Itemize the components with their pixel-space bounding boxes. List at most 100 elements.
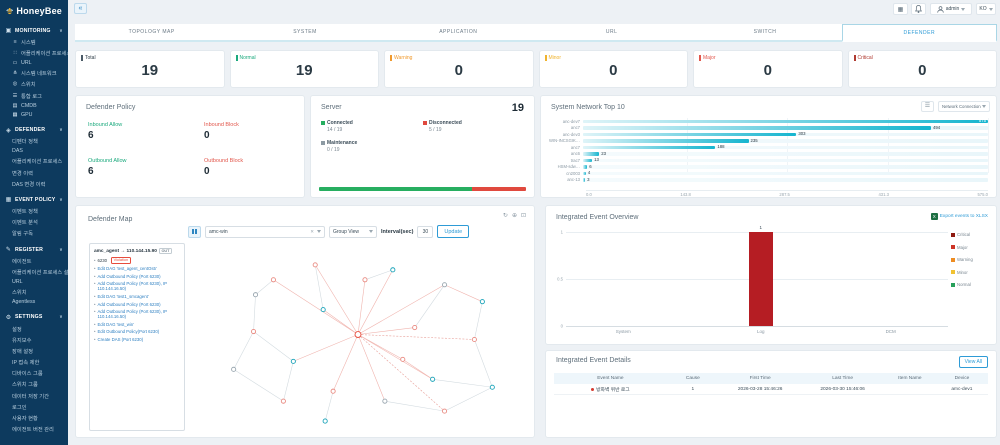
sidebar-item-1-0[interactable]: 디펜더 정책 [0, 136, 68, 147]
tab-defender[interactable]: DEFENDER [841, 24, 997, 42]
graph-node[interactable] [400, 356, 406, 362]
tab-topology-map[interactable]: TOPOLOGY MAP [128, 29, 175, 35]
agent-policy-item[interactable]: • Edit DAG 'test_win' [94, 322, 180, 327]
sidebar-item-4-8[interactable]: 사용자 현황 [0, 412, 68, 423]
graph-node[interactable] [320, 307, 326, 313]
sidebar-item-0-1[interactable]: ∷ 어플리케이션 프로세스 [0, 47, 68, 58]
graph-node[interactable] [231, 366, 237, 372]
export-xlsx-link[interactable]: X Export events to XLSX [930, 213, 988, 220]
sidebar-item-4-3[interactable]: IP 접속 제한 [0, 357, 68, 368]
notifications-button[interactable] [911, 3, 926, 15]
pause-button[interactable] [188, 225, 201, 238]
agent-policy-item[interactable]: • 6230 Violation [94, 256, 180, 264]
agent-policy-item[interactable]: • Edit DAG 'test1_smcagent' [94, 294, 180, 299]
table-row[interactable]: 방화벽 위반 로그 1 2026-03-28 15:46:26 2026-03-30 … [554, 384, 988, 395]
view-all-button[interactable]: View All [958, 356, 988, 368]
graph-edge [384, 400, 445, 412]
sidebar-section-header-event-policy[interactable]: ▦ EVENT POLICY ∨ [0, 194, 68, 205]
sidebar-item-4-2[interactable]: 장애 설정 [0, 345, 68, 356]
graph-node[interactable] [354, 331, 362, 338]
graph-node[interactable] [390, 267, 396, 273]
sidebar-item-4-7[interactable]: 로그인 [0, 401, 68, 412]
metric-select[interactable]: Network Connection [938, 101, 990, 112]
tab-switch[interactable]: SWITCH [753, 29, 777, 35]
sidebar-item-0-0[interactable]: ≡ 시스템 [0, 36, 68, 47]
collapse-sidebar-button[interactable]: « [74, 3, 87, 14]
graph-node[interactable] [412, 325, 418, 331]
agent-policy-item[interactable]: • Add Outbound Policy (Port 6230) [94, 302, 180, 307]
chart-menu-button[interactable]: ☰ [921, 101, 934, 112]
sidebar-item-0-3[interactable]: ⋔ 시스템 네트워크 [0, 68, 68, 79]
sidebar-item-3-4[interactable]: Agentless [0, 298, 68, 307]
sidebar-section-header-register[interactable]: ✎ REGISTER ∨ [0, 244, 68, 255]
network-topology-graph[interactable] [188, 240, 528, 434]
fullscreen-icon[interactable]: ⊡ [520, 213, 526, 219]
graph-node[interactable] [252, 292, 259, 298]
sidebar-item-0-4[interactable]: ◎ 스위치 [0, 79, 68, 90]
graph-node[interactable] [430, 376, 436, 382]
agent-policy-item[interactable]: • Edit DAG 'test_agent_centOs5' [94, 266, 180, 271]
graph-node[interactable] [270, 277, 276, 283]
agent-select[interactable]: amc-win ✕ [205, 225, 325, 238]
agent-policy-item[interactable]: • Add Outbound Policy (Port 6230), IP 110… [94, 309, 180, 319]
graph-node[interactable] [442, 282, 448, 288]
sidebar-item-4-5[interactable]: 스위치 그룹 [0, 379, 68, 390]
graph-node[interactable] [280, 398, 286, 404]
user-menu[interactable]: admin [930, 3, 972, 15]
zoom-icon[interactable]: ⊕ [511, 213, 517, 219]
sidebar-item-0-5[interactable]: ☰ 통합 로그 [0, 90, 68, 101]
graph-node[interactable] [312, 262, 318, 268]
agent-policy-item[interactable]: • Create DAS (Port 6230) [94, 337, 180, 342]
sidebar-item-3-0[interactable]: 에이전트 [0, 255, 68, 266]
sidebar-item-2-0[interactable]: 이벤트 정책 [0, 205, 68, 216]
legend-swatch [951, 257, 955, 262]
sidebar-item-3-2[interactable]: URL [0, 277, 68, 286]
sidebar-item-4-9[interactable]: 에이전트 버전 관리 [0, 424, 68, 435]
group-view-select[interactable]: Group View [329, 225, 377, 238]
tab-url[interactable]: URL [605, 29, 618, 35]
sidebar-item-3-1[interactable]: 어플리케이션 프로세스 설정 [0, 266, 68, 277]
graph-node[interactable] [322, 418, 328, 424]
graph-node[interactable] [471, 336, 477, 343]
bullet-icon: • [94, 293, 96, 299]
tab-application[interactable]: APPLICATION [439, 29, 478, 35]
sidebar-section-defender: ◈ DEFENDER ∨ 디펜더 정책 DAS 어플리케이션 프로세스 변경 이력 DAS 변… [0, 125, 68, 190]
graph-node[interactable] [251, 328, 257, 335]
interval-input[interactable] [417, 225, 434, 238]
sidebar-item-4-6[interactable]: 데이터 저장 기간 [0, 390, 68, 401]
sidebar-item-0-2[interactable]: ▭ URL [0, 58, 68, 67]
graph-node[interactable] [290, 358, 296, 364]
sidebar-item-1-3[interactable]: 변경 이력 [0, 167, 68, 178]
language-menu[interactable]: KO [976, 3, 996, 15]
refresh-icon[interactable]: ↻ [502, 213, 508, 219]
sidebar-item-0-6[interactable]: ▤ CMDB [0, 101, 68, 110]
graph-node[interactable] [382, 398, 388, 404]
sidebar-item-4-1[interactable]: 유지보수 [0, 334, 68, 345]
sidebar-section-header-defender[interactable]: ◈ DEFENDER ∨ [0, 125, 68, 136]
graph-node[interactable] [489, 384, 495, 390]
sidebar-item-4-0[interactable]: 설정 [0, 323, 68, 334]
clear-icon[interactable]: ✕ [310, 228, 314, 234]
sidebar-item-4-4[interactable]: 디바이스 그룹 [0, 368, 68, 379]
graph-node[interactable] [479, 299, 485, 305]
graph-node[interactable] [330, 388, 336, 394]
sidebar-item-1-4[interactable]: DAS 변경 이력 [0, 178, 68, 189]
agent-policy-item[interactable]: • Add Outbound Policy (Port 6230) [94, 274, 180, 279]
sidebar-item-1-1[interactable]: DAS [0, 147, 68, 156]
sidebar-section-header-settings[interactable]: ⚙ SETTINGS ∨ [0, 312, 68, 323]
tab-system[interactable]: SYSTEM [293, 29, 317, 35]
sidebar-item-label: 장애 설정 [12, 348, 33, 355]
top10-bar-fill [583, 165, 588, 169]
graph-node[interactable] [362, 277, 368, 283]
sidebar-item-0-7[interactable]: ▦ GPU [0, 110, 68, 119]
agent-policy-item[interactable]: • Add Outbound Policy (Port 6230), IP 110… [94, 281, 180, 291]
graph-node[interactable] [442, 408, 448, 414]
sidebar-item-3-3[interactable]: 스위치 [0, 287, 68, 298]
grid-menu-button[interactable]: ▦ [893, 3, 908, 15]
agent-policy-item[interactable]: • Edit Outbound Policy(Port 6230) [94, 329, 180, 334]
sidebar-section-header-monitoring[interactable]: ▣ MONITORING ∨ [0, 25, 68, 36]
sidebar-item-1-2[interactable]: 어플리케이션 프로세스 [0, 156, 68, 167]
update-button[interactable]: Update [437, 225, 470, 238]
sidebar-item-2-2[interactable]: 알림 구독 [0, 228, 68, 239]
sidebar-item-2-1[interactable]: 이벤트 분석 [0, 217, 68, 228]
